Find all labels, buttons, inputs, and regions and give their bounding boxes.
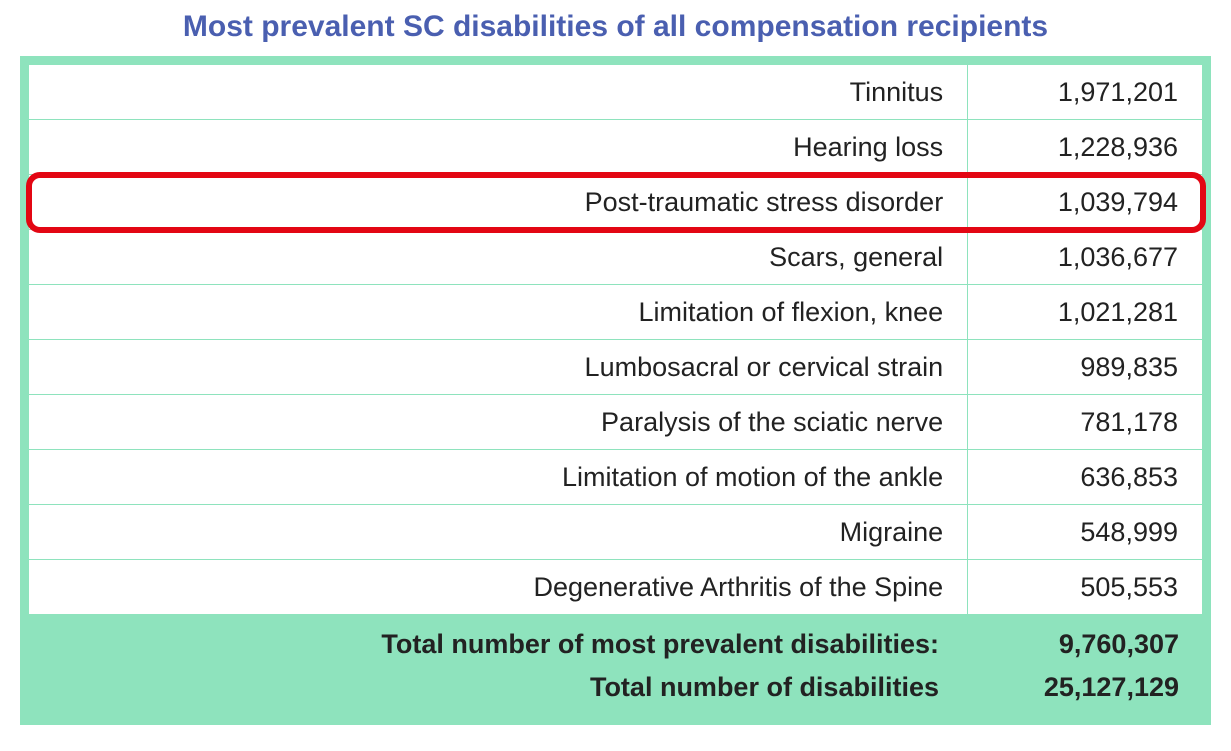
disability-value: 1,021,281 — [968, 285, 1203, 340]
table-row: Scars, general 1,036,677 — [29, 230, 1203, 285]
summary-row: Total number of disabilities 25,127,129 — [28, 666, 1179, 709]
table-row-highlighted: Post-traumatic stress disorder 1,039,794 — [29, 175, 1203, 230]
disability-label: Post-traumatic stress disorder — [29, 175, 968, 230]
summary-label: Total number of disabilities — [590, 672, 979, 703]
disability-label: Limitation of motion of the ankle — [29, 450, 968, 505]
table-row: Lumbosacral or cervical strain 989,835 — [29, 340, 1203, 395]
summary-row: Total number of most prevalent disabilit… — [28, 623, 1179, 666]
disability-value: 989,835 — [968, 340, 1203, 395]
disability-value: 1,039,794 — [968, 175, 1203, 230]
table-row: Migraine 548,999 — [29, 505, 1203, 560]
disability-label: Hearing loss — [29, 120, 968, 175]
summary-label: Total number of most prevalent disabilit… — [381, 629, 979, 660]
disability-value: 636,853 — [968, 450, 1203, 505]
table-row: Tinnitus 1,971,201 — [29, 65, 1203, 120]
table-wrapper: Tinnitus 1,971,201 Hearing loss 1,228,93… — [20, 56, 1211, 725]
disability-label: Migraine — [29, 505, 968, 560]
summary-value: 25,127,129 — [979, 672, 1179, 703]
disability-label: Limitation of flexion, knee — [29, 285, 968, 340]
disability-value: 781,178 — [968, 395, 1203, 450]
table-row: Limitation of flexion, knee 1,021,281 — [29, 285, 1203, 340]
page-title: Most prevalent SC disabilities of all co… — [20, 10, 1211, 44]
disability-label: Scars, general — [29, 230, 968, 285]
summary-area: Total number of most prevalent disabilit… — [28, 615, 1203, 717]
disability-value: 548,999 — [968, 505, 1203, 560]
disability-value: 1,036,677 — [968, 230, 1203, 285]
disability-value: 1,228,936 — [968, 120, 1203, 175]
table-row: Limitation of motion of the ankle 636,85… — [29, 450, 1203, 505]
disability-value: 505,553 — [968, 560, 1203, 615]
table-row: Paralysis of the sciatic nerve 781,178 — [29, 395, 1203, 450]
disabilities-table: Tinnitus 1,971,201 Hearing loss 1,228,93… — [28, 64, 1203, 615]
disability-value: 1,971,201 — [968, 65, 1203, 120]
disability-label: Paralysis of the sciatic nerve — [29, 395, 968, 450]
disability-table-container: Most prevalent SC disabilities of all co… — [20, 10, 1211, 725]
table-row: Hearing loss 1,228,936 — [29, 120, 1203, 175]
table-row: Degenerative Arthritis of the Spine 505,… — [29, 560, 1203, 615]
summary-value: 9,760,307 — [979, 629, 1179, 660]
disability-label: Degenerative Arthritis of the Spine — [29, 560, 968, 615]
disability-label: Tinnitus — [29, 65, 968, 120]
disability-label: Lumbosacral or cervical strain — [29, 340, 968, 395]
